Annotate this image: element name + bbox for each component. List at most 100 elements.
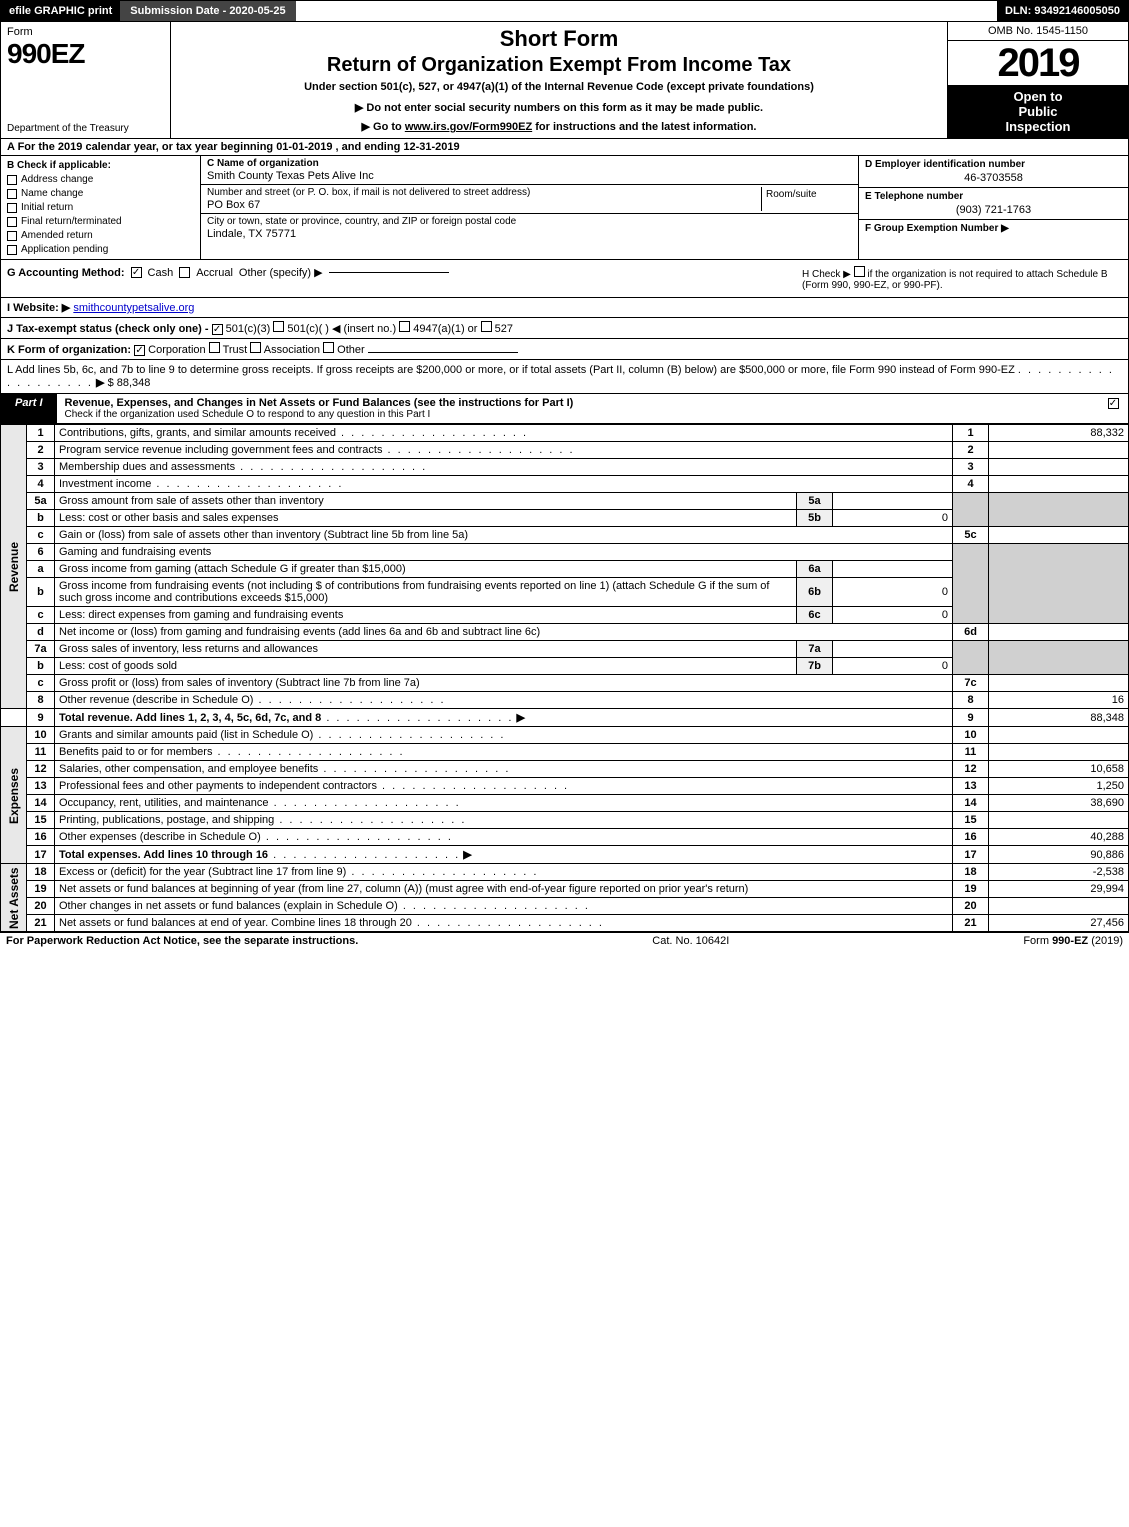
line-amount (989, 442, 1129, 459)
check-label: Final return/terminated (21, 216, 122, 227)
dots (382, 444, 574, 456)
header-left: Form 990EZ Department of the Treasury (1, 22, 171, 138)
line-num: 16 (27, 829, 55, 846)
l-gross-receipts-row: L Add lines 5b, 6c, and 7b to line 9 to … (0, 360, 1129, 394)
check-amended-return[interactable]: Amended return (7, 230, 194, 241)
line-8: 8 Other revenue (describe in Schedule O)… (1, 692, 1129, 709)
ein-value: 46-3703558 (865, 172, 1122, 184)
g-other-label: Other (specify) ▶ (239, 266, 323, 279)
city-label: City or town, state or province, country… (207, 216, 852, 227)
line-amount: 90,886 (989, 846, 1129, 864)
irs-link[interactable]: www.irs.gov/Form990EZ (405, 121, 532, 133)
mini-line-ref: 5a (797, 493, 833, 510)
return-title: Return of Organization Exempt From Incom… (179, 54, 939, 77)
street-row: Number and street (or P. O. box, if mail… (201, 185, 858, 214)
h-text3: (Form 990, 990-EZ, or 990-PF). (802, 280, 943, 291)
ein-label: D Employer identification number (865, 159, 1122, 170)
line-desc: Gross profit or (loss) from sales of inv… (59, 677, 420, 689)
line-ref: 7c (953, 675, 989, 692)
line-desc: Gross amount from sale of assets other t… (59, 495, 324, 507)
website-link[interactable]: smithcountypetsalive.org (73, 302, 194, 314)
dept-text: Department of the Treasury (7, 123, 129, 134)
mini-line-ref: 7b (797, 658, 833, 675)
g-accounting-method: G Accounting Method: Cash Accrual Other … (7, 266, 802, 291)
checkbox-icon (7, 175, 17, 185)
l-amount: $ 88,348 (108, 377, 151, 389)
mini-line-ref: 6a (797, 561, 833, 578)
check-label: Name change (21, 188, 83, 199)
line-20: 20 Other changes in net assets or fund b… (1, 898, 1129, 915)
line-18: Net Assets 18 Excess or (deficit) for th… (1, 864, 1129, 881)
line-num: 4 (27, 476, 55, 493)
g-other-input[interactable] (329, 272, 449, 273)
checkbox-corporation[interactable] (134, 345, 145, 356)
goto-pre: ▶ Go to (362, 121, 405, 133)
check-final-return[interactable]: Final return/terminated (7, 216, 194, 227)
dots (268, 849, 460, 861)
checkbox-icon (7, 231, 17, 241)
phone-value: (903) 721-1763 (865, 204, 1122, 216)
checkbox-icon (7, 245, 17, 255)
k-other-input[interactable] (368, 352, 518, 353)
check-application-pending[interactable]: Application pending (7, 244, 194, 255)
checkbox-schedule-b[interactable] (854, 266, 865, 277)
checkbox-501c3[interactable] (212, 324, 223, 335)
city-cell: City or town, state or province, country… (201, 214, 858, 242)
line-num: b (27, 510, 55, 527)
line-19: 19 Net assets or fund balances at beginn… (1, 881, 1129, 898)
line-4: 4 Investment income 4 (1, 476, 1129, 493)
checkbox-527[interactable] (481, 321, 492, 332)
efile-print-label[interactable]: efile GRAPHIC print (1, 1, 120, 21)
line-ref: 14 (953, 795, 989, 812)
line-15: 15 Printing, publications, postage, and … (1, 812, 1129, 829)
line-ref: 4 (953, 476, 989, 493)
checkbox-4947a1[interactable] (399, 321, 410, 332)
line-2: 2 Program service revenue including gove… (1, 442, 1129, 459)
check-initial-return[interactable]: Initial return (7, 202, 194, 213)
check-name-change[interactable]: Name change (7, 188, 194, 199)
tax-year: 2019 (948, 41, 1128, 85)
checkbox-accrual[interactable] (179, 267, 190, 278)
line-5c: c Gain or (loss) from sale of assets oth… (1, 527, 1129, 544)
checkbox-trust[interactable] (209, 342, 220, 353)
line-ref: 13 (953, 778, 989, 795)
street-label: Number and street (or P. O. box, if mail… (207, 187, 761, 198)
part-i-schedule-o-check[interactable] (1098, 394, 1128, 423)
line-ref: 6d (953, 624, 989, 641)
mini-line-amount: 0 (833, 607, 953, 624)
line-6: 6 Gaming and fundraising events (1, 544, 1129, 561)
open-line3: Inspection (950, 119, 1126, 134)
line-num: 14 (27, 795, 55, 812)
form-word: Form (7, 26, 164, 38)
street-cell: Number and street (or P. O. box, if mail… (207, 187, 762, 211)
line-amount: 88,348 (989, 709, 1129, 727)
mini-line-amount (833, 641, 953, 658)
checkbox-cash[interactable] (131, 267, 142, 278)
line-amount: 38,690 (989, 795, 1129, 812)
checkbox-association[interactable] (250, 342, 261, 353)
department-label: Department of the Treasury (7, 123, 164, 134)
line-desc: Occupancy, rent, utilities, and maintena… (59, 797, 269, 809)
goto-instructions: ▶ Go to www.irs.gov/Form990EZ for instru… (179, 120, 939, 133)
part-i-tab: Part I (1, 394, 57, 423)
h-schedule-b: H Check ▶ if the organization is not req… (802, 266, 1122, 291)
line-16: 16 Other expenses (describe in Schedule … (1, 829, 1129, 846)
check-address-change[interactable]: Address change (7, 174, 194, 185)
i-label: I Website: ▶ (7, 302, 70, 314)
line-desc: Other revenue (describe in Schedule O) (59, 694, 253, 706)
part-i-table: Revenue 1 Contributions, gifts, grants, … (0, 424, 1129, 932)
l-arrow: ▶ (96, 377, 104, 389)
line-ref: 18 (953, 864, 989, 881)
h-text1: H Check ▶ (802, 269, 851, 280)
line-7a: 7a Gross sales of inventory, less return… (1, 641, 1129, 658)
checkbox-501c[interactable] (273, 321, 284, 332)
line-num: c (27, 607, 55, 624)
part-i-title: Revenue, Expenses, and Changes in Net As… (57, 394, 1098, 423)
line-desc: Less: cost or other basis and sales expe… (59, 512, 279, 524)
checkbox-other-org[interactable] (323, 342, 334, 353)
mini-line-ref: 5b (797, 510, 833, 527)
name-column: C Name of organization Smith County Texa… (201, 156, 858, 259)
dots (398, 900, 590, 912)
line-desc: Gross income from gaming (attach Schedul… (59, 563, 406, 575)
k-corp: Corporation (148, 344, 205, 356)
